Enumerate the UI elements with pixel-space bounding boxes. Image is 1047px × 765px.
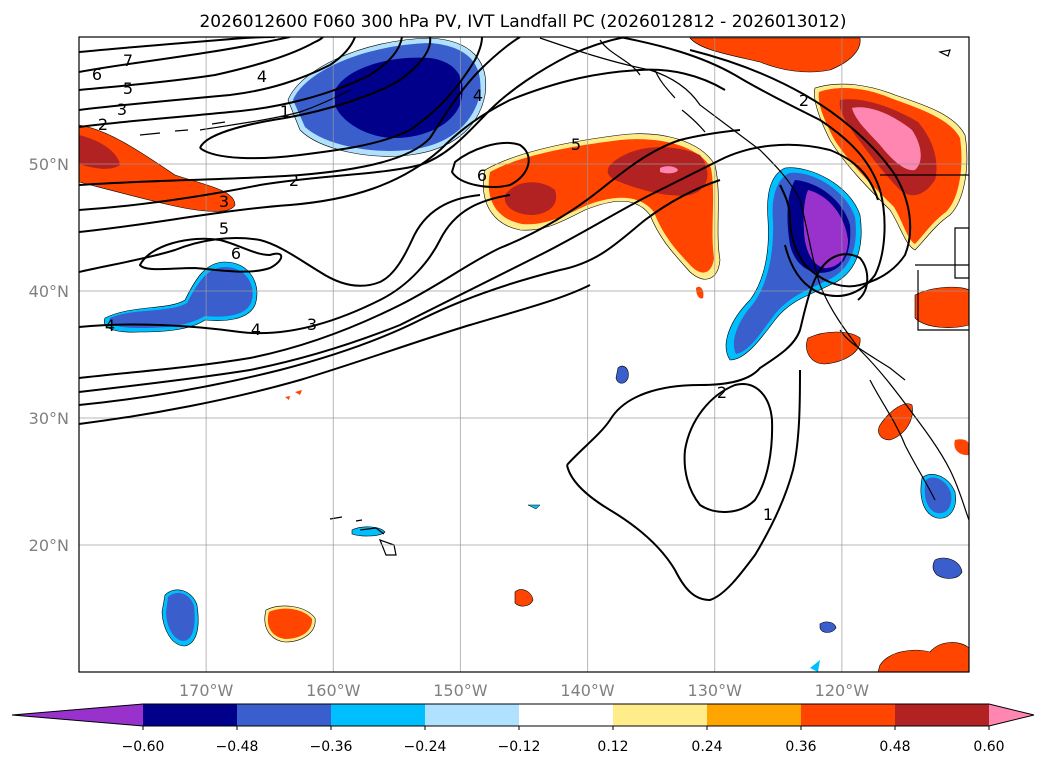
contour-line — [689, 49, 912, 288]
colorbar-segment — [613, 704, 708, 726]
map-panel: 7 6 5 4 3 2 1 4 2 3 5 6 6 4 4 3 5 2 2 1 … — [29, 36, 970, 700]
colorbar-segment — [425, 704, 520, 726]
lat-tick-label: 20°N — [29, 536, 69, 555]
shade-positive-west — [79, 124, 236, 212]
colorbar-segment — [895, 704, 990, 726]
contour-line — [566, 253, 869, 466]
colorbar: −0.60 −0.48 −0.36 −0.24 −0.12 0.12 0.24 0.36 0.4… — [11, 703, 1035, 755]
contour-label: 4 — [257, 67, 267, 86]
colorbar-tick-label: 0.48 — [879, 739, 910, 755]
lon-tick-label: 130°W — [688, 681, 743, 700]
colorbar-segment — [801, 704, 896, 726]
contour-label: 5 — [219, 219, 229, 238]
coastlines — [139, 37, 969, 556]
lat-tick-label: 30°N — [29, 409, 69, 428]
map-title: 2026012600 F060 300 hPa PV, IVT Landfall… — [199, 12, 846, 32]
contour-label: 2 — [717, 383, 727, 402]
contour-line — [566, 369, 801, 602]
ivt-shading — [79, 37, 969, 672]
contour-label: 4 — [473, 86, 483, 105]
colorbar-tick-label: −0.60 — [122, 739, 165, 755]
contour-label: 3 — [117, 100, 127, 119]
contour-label: 3 — [219, 192, 229, 211]
colorbar-tick-label: 0.36 — [785, 739, 816, 755]
axis-tick-labels: 170°W 160°W 150°W 140°W 130°W 120°W 50°N 40°N 30… — [29, 155, 870, 700]
contour-label: 1 — [763, 505, 773, 524]
colorbar-segment — [519, 704, 614, 726]
contour-line — [199, 37, 483, 160]
contour-label: 4 — [105, 316, 115, 335]
colorbar-extend-min — [12, 704, 143, 726]
lon-tick-label: 140°W — [560, 681, 615, 700]
colorbar-extend-max — [989, 704, 1034, 726]
colorbar-tick-label: 0.24 — [691, 739, 722, 755]
contour-label: 2 — [799, 91, 809, 110]
contour-line — [79, 194, 481, 287]
contour-line — [619, 37, 886, 297]
contour-line — [79, 37, 403, 128]
contour-label: 1 — [280, 102, 290, 121]
contour-line — [683, 383, 774, 513]
contour-label: 2 — [98, 115, 108, 134]
colorbar-tick-label: −0.36 — [310, 739, 353, 755]
contour-label: 5 — [571, 135, 581, 154]
contour-line — [450, 141, 530, 188]
contour-line — [79, 37, 324, 91]
lon-tick-label: 160°W — [306, 681, 361, 700]
contour-line — [79, 129, 741, 379]
contour-label: 7 — [123, 51, 133, 70]
lon-tick-label: 150°W — [433, 681, 488, 700]
contour-line — [138, 237, 283, 273]
colorbar-tick-label: −0.48 — [216, 739, 259, 755]
contour-line — [79, 37, 291, 73]
contour-line — [79, 284, 591, 425]
contour-label: 6 — [92, 65, 102, 84]
colorbar-segment — [331, 704, 426, 726]
contour-label: 6 — [477, 166, 487, 185]
contour-line — [199, 37, 432, 149]
contour-label: 3 — [307, 315, 317, 334]
contour-line — [79, 68, 726, 233]
contour-labels: 7 6 5 4 3 2 1 4 2 3 5 6 6 4 4 3 5 2 2 1 — [92, 51, 809, 524]
shade-positive-east — [914, 286, 969, 328]
shade-positive-socal — [806, 331, 861, 365]
contour-line — [79, 37, 521, 186]
contour-line — [79, 37, 356, 111]
lon-tick-label: 120°W — [815, 681, 870, 700]
colorbar-tick-label: −0.24 — [404, 739, 447, 755]
lat-tick-label: 40°N — [29, 282, 69, 301]
shade-positive-north — [689, 37, 861, 73]
contour-label: 4 — [251, 320, 261, 339]
colorbar-segment — [143, 704, 238, 726]
contour-line — [79, 179, 721, 406]
contour-label: 6 — [231, 244, 241, 263]
contour-label: 5 — [123, 79, 133, 98]
lat-tick-label: 50°N — [29, 155, 69, 174]
pv-contours — [79, 37, 912, 602]
colorbar-segment — [237, 704, 332, 726]
contour-line — [79, 194, 511, 335]
map-frame — [78, 36, 970, 673]
colorbar-tick-label: 0.12 — [597, 739, 628, 755]
lon-tick-label: 170°W — [179, 681, 234, 700]
contour-line — [79, 143, 879, 393]
shade-positive-baja — [878, 403, 913, 441]
colorbar-tick-label: 0.60 — [973, 739, 1004, 755]
colorbar-tick-label: −0.12 — [498, 739, 541, 755]
contour-label: 2 — [289, 171, 299, 190]
colorbar-segment — [707, 704, 802, 726]
